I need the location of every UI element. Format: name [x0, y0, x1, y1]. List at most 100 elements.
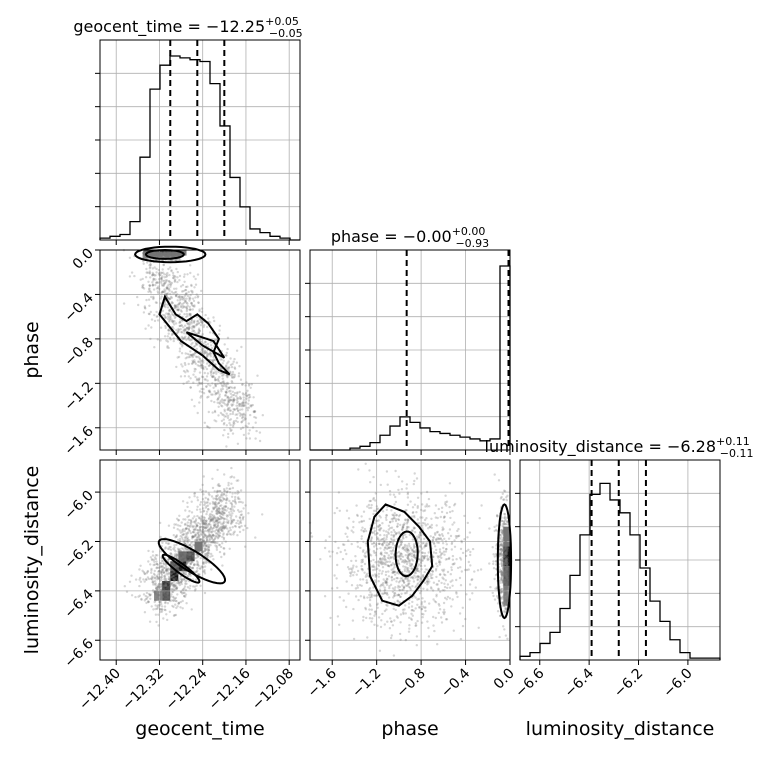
sample-point: [451, 554, 455, 558]
sample-point: [412, 544, 416, 548]
sample-point: [222, 434, 225, 437]
sample-point: [352, 531, 355, 534]
sample-point: [177, 253, 180, 257]
sample-point: [182, 275, 186, 278]
sample-point: [148, 253, 151, 256]
sample-point: [163, 605, 167, 608]
sample-point: [170, 252, 173, 255]
sample-point: [411, 529, 414, 533]
sample-point: [170, 253, 174, 257]
sample-point: [407, 557, 410, 560]
sample-point: [130, 574, 133, 577]
sample-point: [404, 638, 407, 642]
sample-point: [431, 589, 435, 592]
sample-point: [226, 416, 230, 420]
sample-point: [175, 365, 178, 369]
sample-point: [196, 531, 199, 535]
sample-point: [172, 252, 175, 256]
sample-point: [414, 622, 417, 625]
sample-point: [168, 273, 171, 277]
sample-point: [181, 337, 184, 340]
sample-point: [233, 500, 236, 503]
sample-point: [154, 254, 157, 258]
sample-point: [199, 319, 202, 322]
sample-point: [437, 611, 440, 615]
sample-point: [196, 364, 199, 367]
sample-point: [456, 595, 459, 599]
sample-point: [152, 572, 156, 575]
sample-point: [154, 599, 157, 602]
sample-point: [385, 583, 389, 586]
sample-point: [183, 332, 186, 335]
sample-point: [243, 418, 247, 421]
sample-point: [224, 394, 228, 397]
sample-point: [165, 253, 168, 257]
sample-point: [229, 522, 233, 525]
sample-point: [451, 509, 454, 513]
grid-layer: [100, 40, 720, 660]
sample-point: [397, 488, 400, 492]
sample-point: [173, 544, 176, 547]
sample-point: [218, 324, 222, 327]
sample-point: [416, 583, 419, 586]
sample-point: [420, 564, 423, 568]
sample-point: [209, 352, 212, 355]
sample-point: [157, 268, 160, 272]
sample-point: [401, 584, 404, 587]
sample-point: [493, 577, 496, 581]
sample-point: [423, 546, 426, 549]
sample-point: [149, 261, 152, 264]
sample-point: [363, 527, 367, 531]
sample-point: [350, 542, 353, 546]
sample-point: [397, 584, 400, 588]
sample-point: [184, 288, 187, 292]
sample-point: [450, 541, 454, 544]
sample-point: [155, 252, 158, 255]
sample-point: [408, 627, 411, 630]
sample-point: [334, 540, 337, 544]
sample-point: [200, 381, 204, 385]
sample-point: [159, 254, 162, 257]
sample-point: [183, 273, 186, 276]
sample-point: [203, 547, 207, 550]
sample-point: [205, 362, 209, 365]
sample-point: [164, 547, 167, 550]
sample-point: [150, 254, 153, 257]
sample-point: [415, 624, 418, 627]
sample-point: [155, 281, 158, 285]
sample-point: [143, 252, 146, 255]
sample-point: [358, 583, 362, 587]
sample-point: [186, 273, 189, 276]
sample-point: [365, 574, 368, 577]
sample-point: [399, 638, 402, 641]
sample-point: [239, 500, 242, 504]
sample-point: [165, 592, 169, 595]
sample-point: [182, 329, 185, 332]
sample-point: [155, 566, 158, 570]
sample-point: [173, 251, 176, 254]
sample-point: [133, 274, 136, 278]
sample-point: [156, 253, 160, 257]
sample-point: [137, 595, 140, 598]
sample-point: [155, 253, 158, 257]
sample-point: [427, 626, 430, 630]
sample-point: [444, 494, 447, 497]
sample-point: [151, 254, 154, 257]
sample-point: [170, 255, 173, 259]
sample-point: [390, 579, 394, 582]
sample-point: [199, 324, 203, 327]
sample-point: [383, 609, 387, 613]
sample-point: [366, 636, 369, 639]
sample-point: [231, 512, 234, 515]
sample-point: [425, 580, 429, 583]
sample-point: [190, 301, 193, 305]
sample-point: [491, 546, 494, 549]
sample-point: [142, 253, 145, 256]
sample-point: [138, 584, 141, 588]
sample-point: [395, 514, 398, 517]
sample-point: [221, 564, 224, 567]
sample-point: [176, 252, 179, 256]
sample-point: [222, 547, 225, 550]
sample-point: [240, 421, 243, 424]
sample-point: [154, 613, 158, 616]
